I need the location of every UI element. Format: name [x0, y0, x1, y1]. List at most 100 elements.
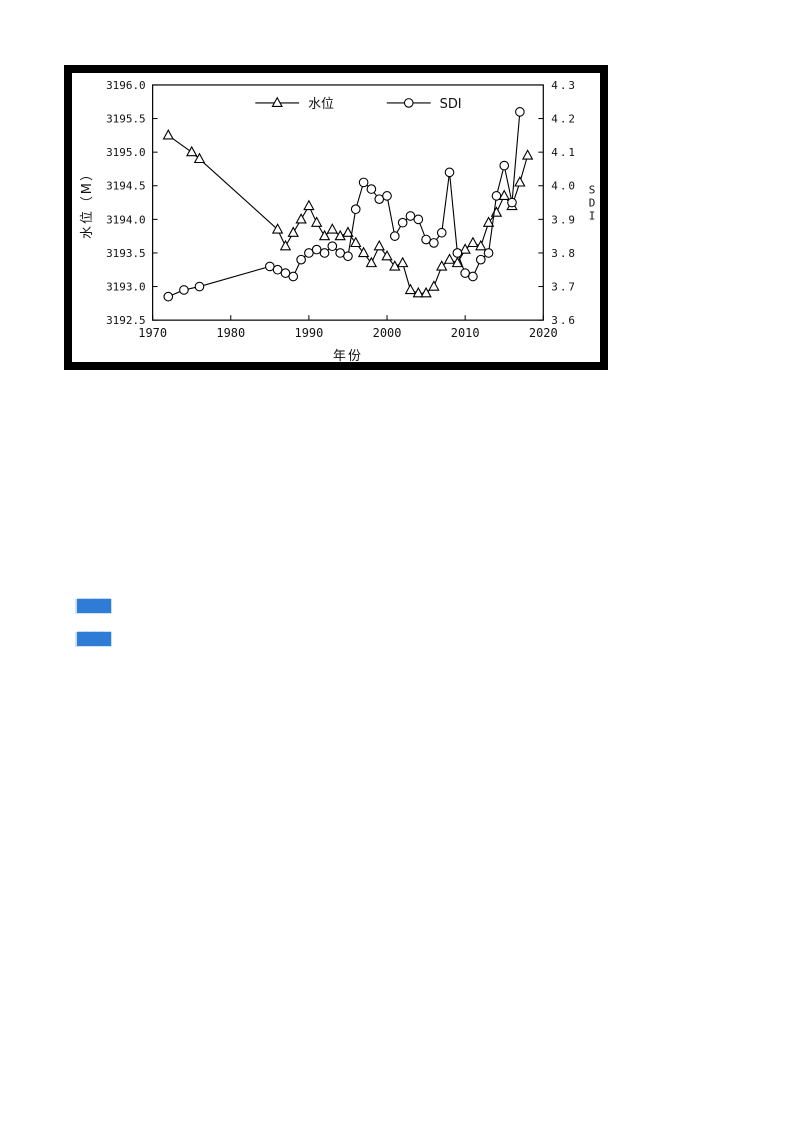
- triangle-marker-icon: [482, 216, 495, 227]
- water-level-line: [167, 134, 529, 294]
- plot-box: [152, 84, 544, 321]
- circle-marker-icon: [296, 254, 306, 265]
- y-right-tick-label: 4.3: [551, 79, 577, 92]
- svg-text:S: S: [589, 184, 596, 197]
- circle-marker-icon: [311, 244, 322, 255]
- legend: 水位 SDI: [255, 96, 462, 112]
- triangle-marker-icon: [310, 216, 323, 227]
- triangle-marker-icon: [514, 176, 526, 187]
- blurred-link-1[interactable]: ████: [75, 599, 112, 614]
- circle-marker-icon: [413, 214, 424, 225]
- circle-marker-icon: [350, 204, 361, 215]
- circle-marker-icon: [444, 167, 455, 178]
- triangle-marker-icon: [490, 206, 503, 217]
- triangle-marker-icon: [271, 96, 283, 108]
- triangle-marker-icon: [404, 283, 417, 295]
- y-right-tick-label: 4.0: [551, 180, 577, 193]
- y-left-tick-label: 3195.5: [106, 113, 146, 126]
- triangle-marker-icon: [467, 236, 479, 248]
- triangle-marker-icon: [162, 129, 174, 140]
- circle-marker-icon: [358, 177, 369, 188]
- y-left-tick-label: 3194.5: [106, 180, 146, 193]
- x-tick-label: 1970: [138, 326, 167, 340]
- circle-marker-icon: [405, 211, 416, 221]
- triangle-marker-icon: [279, 239, 292, 251]
- circle-marker-icon: [491, 191, 502, 201]
- triangle-marker-icon: [381, 249, 393, 261]
- axes: 1970 1980 1990 2000 2010 2020 3196.0 3195.5 3195…: [106, 79, 577, 340]
- y-right-tick-label: 4.2: [551, 113, 577, 126]
- triangle-marker-icon: [271, 223, 284, 234]
- chart-figure-inner: 1970 1980 1990 2000 2010 2020 3196.0 3195.5 3195…: [72, 73, 600, 362]
- circle-marker-icon: [421, 234, 431, 245]
- y-left-tick-label: 3192.5: [106, 314, 146, 327]
- sdi-series: [163, 107, 525, 302]
- triangle-marker-icon: [287, 226, 299, 237]
- triangle-marker-icon: [412, 286, 425, 298]
- triangle-marker-icon: [350, 236, 362, 248]
- svg-text:D: D: [589, 197, 596, 210]
- triangle-marker-icon: [295, 213, 307, 224]
- circle-marker-icon: [460, 268, 470, 278]
- circle-marker-icon: [194, 281, 205, 292]
- triangle-marker-icon: [428, 280, 440, 291]
- triangle-marker-icon: [342, 226, 354, 237]
- triangle-marker-icon: [365, 256, 378, 268]
- y-right-tick-label: 3.6: [551, 314, 577, 327]
- chart-figure: 1970 1980 1990 2000 2010 2020 3196.0 3195.5 3195…: [64, 65, 608, 370]
- y-left-tick-label: 3193.0: [106, 281, 146, 294]
- circle-marker-icon: [343, 251, 353, 262]
- circle-marker-icon: [436, 227, 447, 238]
- y-left-tick-label: 3196.0: [106, 79, 146, 92]
- circle-marker-icon: [515, 107, 525, 117]
- circle-marker-icon: [403, 98, 414, 108]
- blurred-link-2[interactable]: ████: [75, 632, 112, 647]
- circle-marker-icon: [452, 248, 463, 258]
- circle-marker-icon: [319, 248, 330, 258]
- circle-marker-icon: [382, 191, 392, 201]
- y-right-tick-label: 3.8: [551, 247, 577, 260]
- circle-marker-icon: [389, 231, 400, 241]
- triangle-marker-icon: [459, 243, 471, 254]
- circle-marker-icon: [366, 184, 377, 194]
- triangle-marker-icon: [193, 152, 206, 164]
- circle-marker-icon: [288, 271, 299, 282]
- triangle-marker-icon: [451, 256, 464, 268]
- y-left-axis-title: 水位（M）: [80, 166, 95, 239]
- y-right-tick-label: 4.1: [551, 146, 577, 159]
- triangle-marker-icon: [396, 256, 409, 268]
- circle-marker-icon: [429, 238, 439, 248]
- circle-marker-icon: [163, 291, 174, 302]
- circle-marker-icon: [272, 264, 283, 275]
- y-right-tick-label: 3.9: [551, 213, 577, 226]
- circle-marker-icon: [327, 241, 338, 252]
- triangle-marker-icon: [185, 145, 198, 157]
- triangle-marker-icon: [475, 239, 487, 251]
- x-tick-label: 2020: [529, 326, 558, 340]
- circle-marker-icon: [507, 197, 517, 208]
- circle-marker-icon: [304, 248, 314, 258]
- legend-label-water-level: 水位: [308, 97, 334, 112]
- circle-marker-icon: [179, 285, 189, 295]
- x-tick-label: 2000: [373, 326, 402, 340]
- circle-marker-icon: [483, 248, 494, 258]
- y-right-tick-label: 3.7: [551, 281, 577, 294]
- x-axis-title: 年份: [333, 349, 363, 362]
- triangle-marker-icon: [436, 260, 448, 271]
- x-tick-label: 1980: [216, 326, 245, 340]
- triangle-marker-icon: [389, 260, 401, 271]
- water-level-series: [162, 129, 534, 298]
- y-left-tick-label: 3195.0: [106, 146, 146, 159]
- y-right-axis-title: SDI: [589, 184, 596, 223]
- circle-marker-icon: [475, 254, 486, 265]
- circle-marker-icon: [499, 160, 510, 171]
- legend-label-sdi: SDI: [440, 97, 462, 112]
- triangle-marker-icon: [357, 246, 370, 258]
- triangle-marker-icon: [521, 149, 534, 160]
- dual-axis-line-chart: 1970 1980 1990 2000 2010 2020 3196.0 3195.5 3195…: [80, 79, 596, 362]
- y-left-tick-label: 3193.5: [106, 247, 146, 260]
- triangle-marker-icon: [420, 286, 432, 298]
- y-left-tick-label: 3194.0: [106, 213, 146, 226]
- triangle-marker-icon: [318, 229, 331, 241]
